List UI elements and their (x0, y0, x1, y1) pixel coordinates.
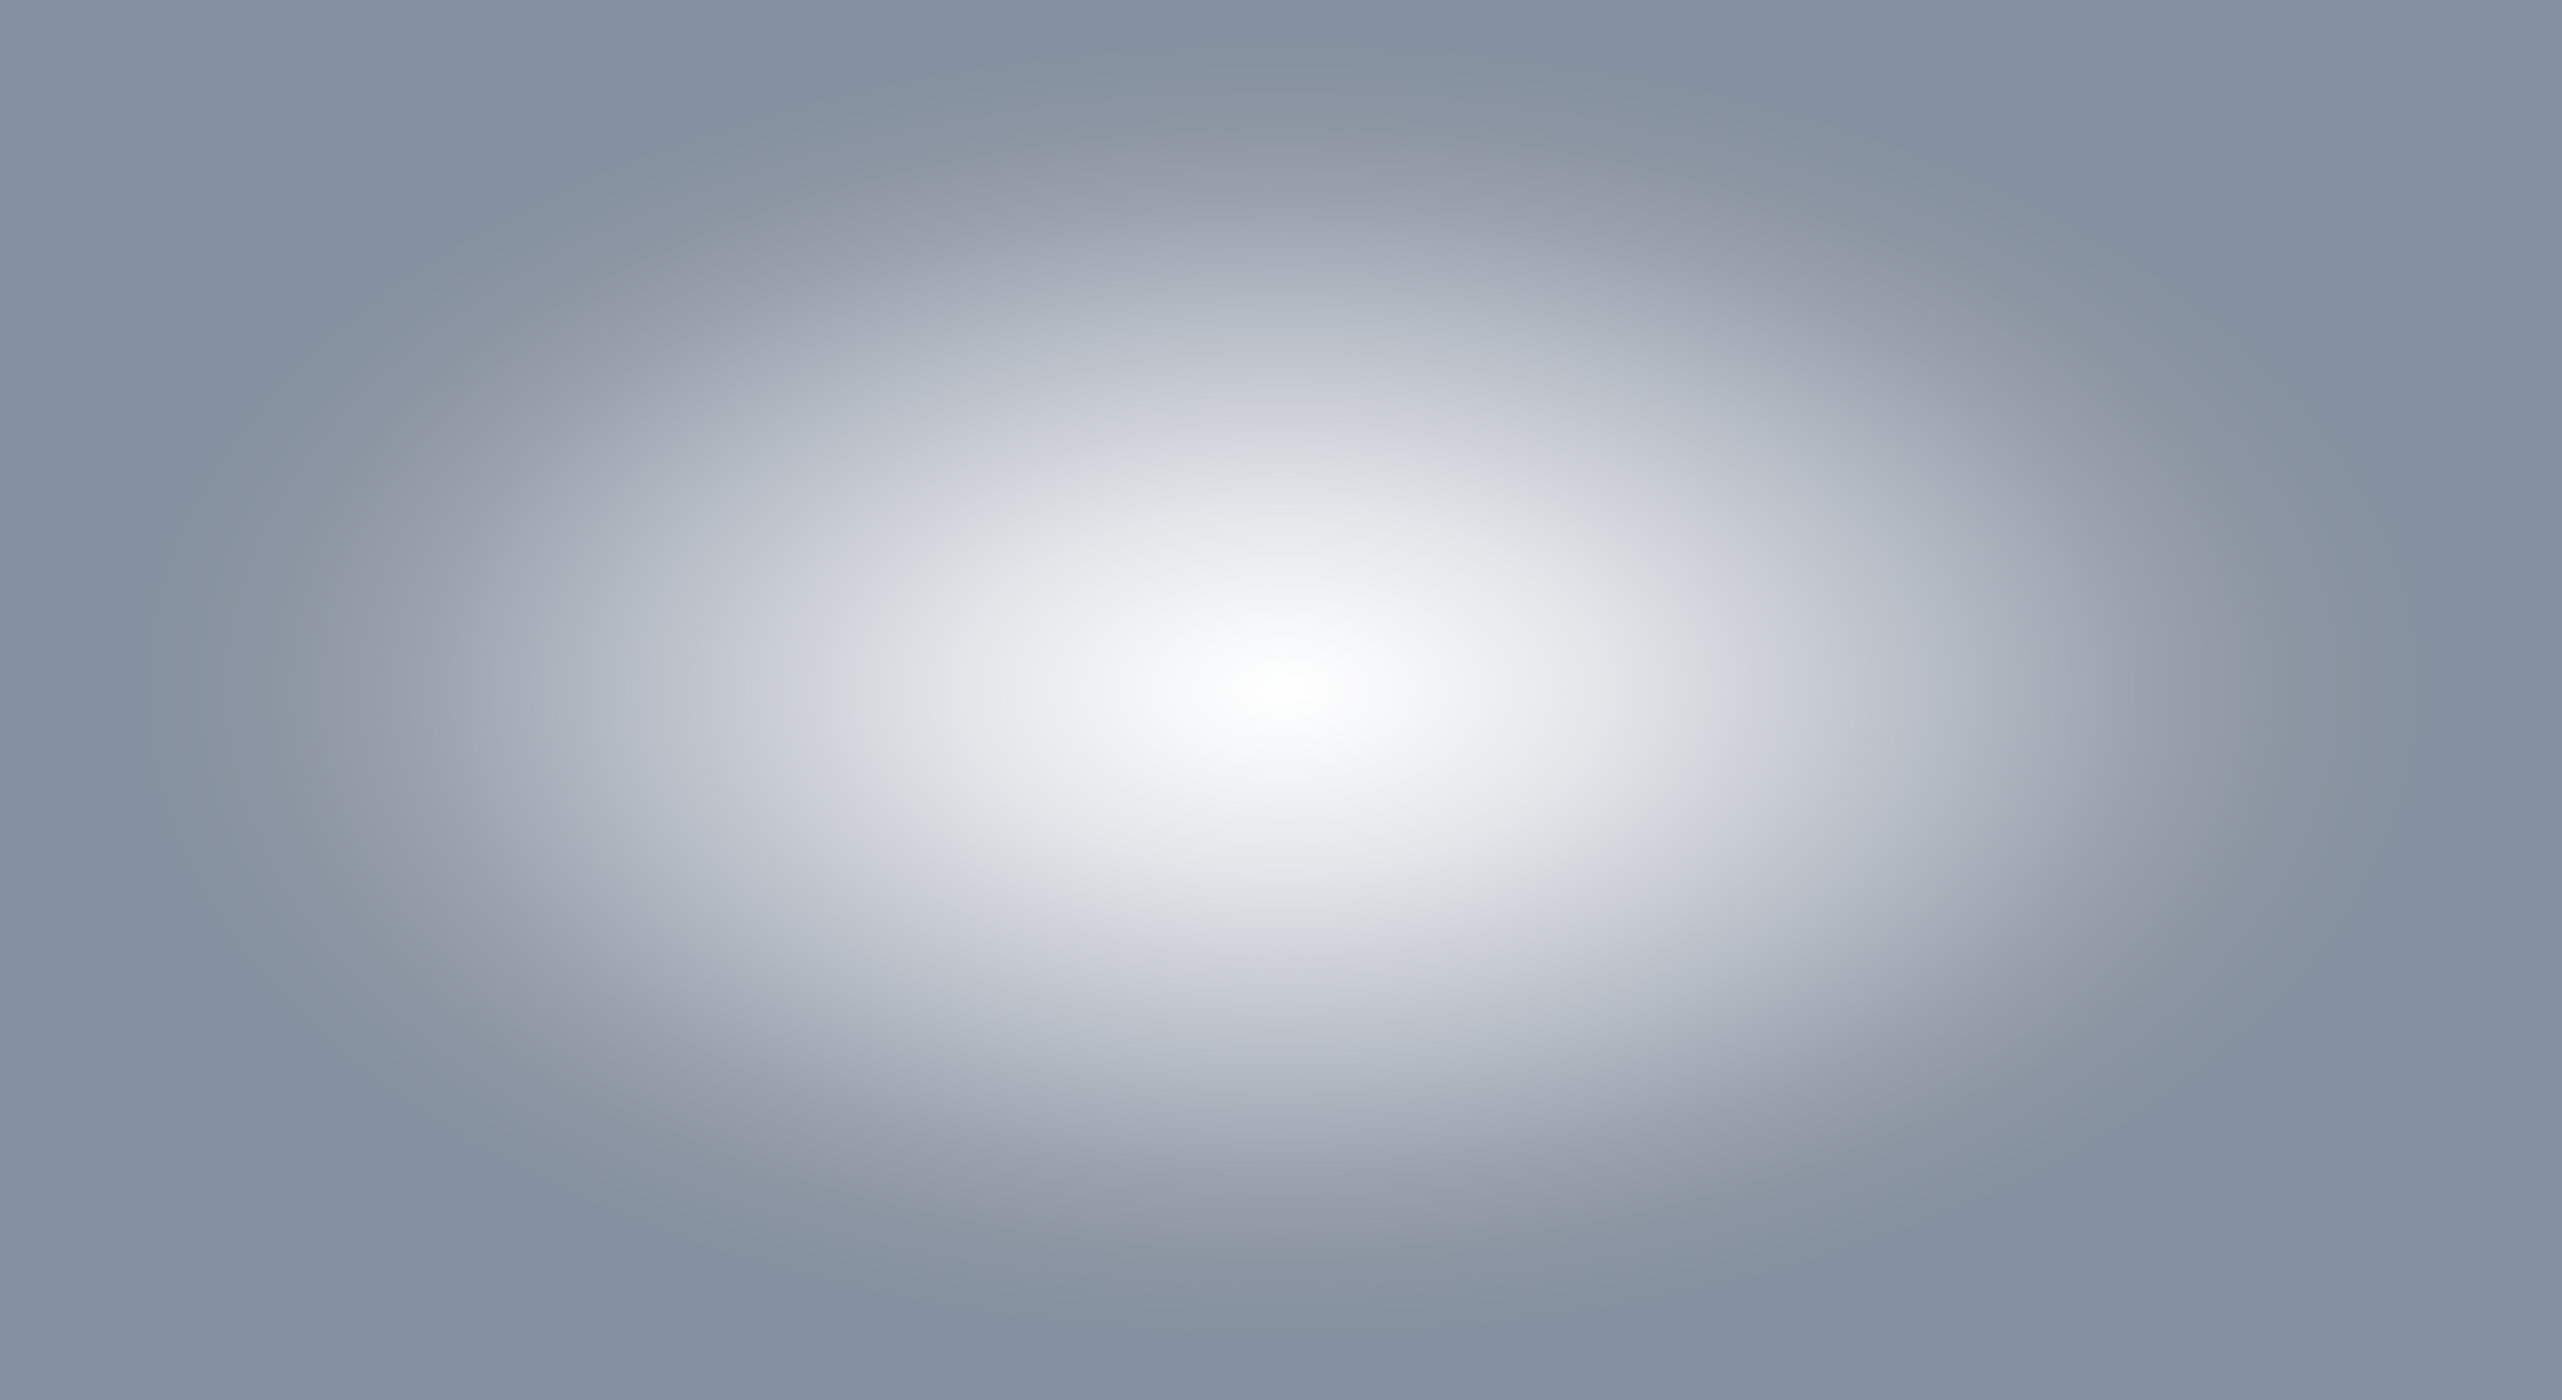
background-gradient (0, 0, 2562, 1400)
desktop-screen (0, 0, 2562, 1400)
